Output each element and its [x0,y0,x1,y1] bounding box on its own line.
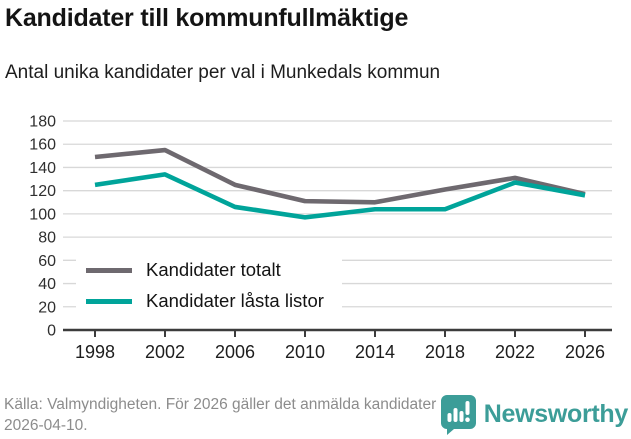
svg-text:40: 40 [38,276,56,293]
line-chart-canvas: 0 20 40 60 80 100 120 140 160 180 1998 2002 2006 2010… [29,114,612,362]
chart-subtitle: Antal unika kandidater per val i Munkeda… [5,62,441,83]
svg-text:2006: 2006 [215,342,255,362]
chart-legend: Kandidater totalt Kandidater låsta listo… [76,252,342,320]
svg-text:60: 60 [38,253,56,270]
svg-text:2018: 2018 [425,342,465,362]
svg-text:140: 140 [29,160,56,177]
svg-text:180: 180 [29,114,56,131]
legend-label-total: Kandidater totalt [146,259,281,280]
legend-label-locked-lists: Kandidater låsta listor [146,290,324,311]
brand-name: Newsworthy [483,400,629,428]
page-title: Kandidater till kommunfullmäktige [5,4,409,32]
svg-text:20: 20 [38,299,56,316]
svg-text:2014: 2014 [355,342,395,362]
legend-swatch-total [86,267,132,273]
svg-text:2022: 2022 [495,342,535,362]
legend-item-locked-lists: Kandidater låsta listor [86,290,324,312]
svg-text:80: 80 [38,230,56,247]
line-chart: 0 20 40 60 80 100 120 140 160 180 1998 2002 2006 2010… [0,100,631,370]
legend-item-total: Kandidater totalt [86,259,324,281]
newsworthy-bars-bubble-icon [440,395,476,435]
newsworthy-logo: Newsworthy [439,394,628,435]
svg-text:2026: 2026 [565,342,605,362]
svg-text:100: 100 [29,206,56,223]
svg-text:120: 120 [29,183,56,200]
svg-text:1998: 1998 [75,342,115,362]
svg-text:160: 160 [29,137,56,154]
legend-swatch-locked-lists [86,298,132,304]
svg-text:0: 0 [47,323,56,340]
svg-text:2010: 2010 [285,342,325,362]
svg-text:2002: 2002 [145,342,185,362]
source-note: Källa: Valmyndigheten. För 2026 gäller d… [4,396,437,434]
